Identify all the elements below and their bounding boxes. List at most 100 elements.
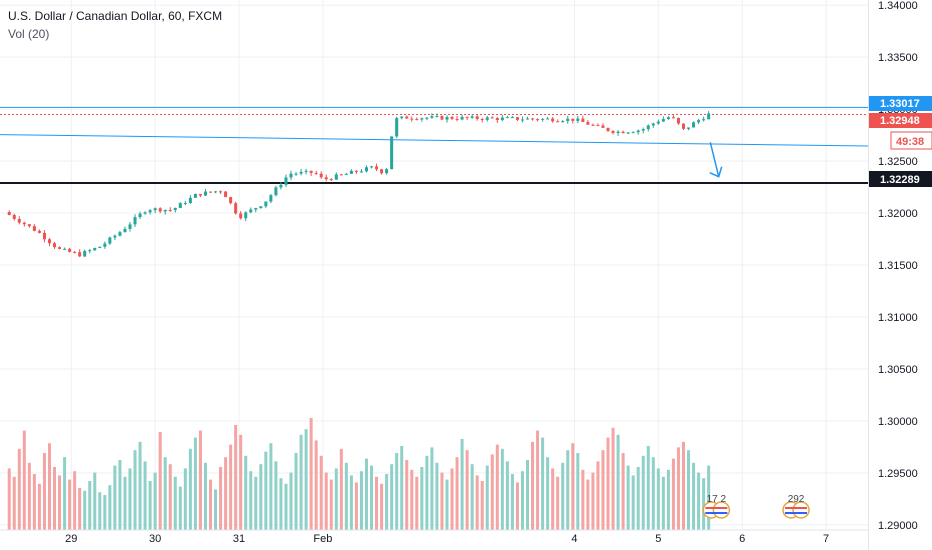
candle-body xyxy=(576,118,580,121)
volume-bar xyxy=(83,490,87,530)
candle-body xyxy=(531,118,535,120)
candle-body xyxy=(510,117,514,119)
candle-body xyxy=(586,121,590,125)
candle-body xyxy=(93,247,97,251)
event-badges[interactable]: 17 2 292 xyxy=(702,494,810,519)
volume-bar xyxy=(299,434,303,530)
volume-bar xyxy=(515,482,519,530)
candle-body xyxy=(546,118,550,120)
volume-bar xyxy=(148,481,152,530)
countdown-text: 49:38 xyxy=(896,136,924,148)
volume-bar xyxy=(329,479,333,530)
volume-bar xyxy=(687,450,691,530)
trend-line[interactable] xyxy=(0,134,869,147)
volume-bar xyxy=(178,486,182,530)
volume-bar xyxy=(380,483,384,530)
volume-bar xyxy=(395,453,399,530)
candle-body xyxy=(234,203,238,214)
candle-body xyxy=(88,250,92,252)
volume-bar xyxy=(536,430,540,530)
volume-bar xyxy=(621,453,625,530)
candle-body xyxy=(143,212,147,214)
volume-bar xyxy=(495,444,499,530)
candle-body xyxy=(697,120,701,123)
volume-bar xyxy=(294,453,298,530)
event-badge[interactable]: 17 2 xyxy=(702,494,731,519)
volume-bar xyxy=(193,437,197,530)
volume-bar xyxy=(128,468,132,530)
volume-bar xyxy=(103,495,107,530)
volume-bar xyxy=(520,471,524,530)
candle-body xyxy=(229,197,233,204)
volume-bar xyxy=(405,460,409,530)
price-tick-label: 1.29000 xyxy=(878,520,918,532)
price-axis[interactable]: 1.340001.335001.330001.325001.320001.315… xyxy=(878,0,918,532)
candle-body xyxy=(641,129,645,131)
volume-bar xyxy=(425,455,429,530)
candle-body xyxy=(118,232,122,236)
volume-bar xyxy=(279,478,283,530)
candle-body xyxy=(480,118,484,120)
volume-indicator-label[interactable]: Vol (20) xyxy=(8,27,50,41)
candle-body xyxy=(32,226,36,231)
volume-bar xyxy=(68,479,72,530)
candle-body xyxy=(616,131,620,133)
candle-body xyxy=(123,228,127,233)
flag-stripe xyxy=(705,507,728,509)
volume-bar xyxy=(616,434,620,530)
time-tick-label: 5 xyxy=(655,533,661,545)
volume-bar xyxy=(692,462,696,530)
volume-bar xyxy=(17,448,21,530)
volume-bar xyxy=(571,443,575,530)
candle-body xyxy=(103,243,107,247)
volume-bar xyxy=(465,450,469,530)
candle-body xyxy=(375,166,379,170)
candle-body xyxy=(455,118,459,120)
candle-body xyxy=(153,208,157,211)
volume-bar xyxy=(198,430,202,530)
drawings[interactable] xyxy=(0,134,869,178)
candle-body xyxy=(676,117,680,124)
event-badge[interactable]: 292 xyxy=(782,494,810,519)
volume-bar xyxy=(22,430,26,530)
candle-body xyxy=(304,170,308,172)
volume-bar xyxy=(586,479,590,530)
candle-body xyxy=(410,118,414,120)
time-tick-label: 6 xyxy=(739,533,745,545)
candle-body xyxy=(37,230,41,233)
candle-body xyxy=(339,174,343,176)
candle-body xyxy=(274,187,278,196)
volume-bar xyxy=(234,425,238,530)
volume-bar xyxy=(349,475,353,530)
candle-body xyxy=(651,123,655,126)
candle-body xyxy=(17,218,21,223)
volume-bar xyxy=(576,453,580,530)
arrow-shaft[interactable] xyxy=(709,142,720,177)
volume-bar xyxy=(12,476,16,530)
price-tick-label: 1.30000 xyxy=(878,416,918,428)
volume-bar xyxy=(108,485,112,530)
price-tick-label: 1.29500 xyxy=(878,468,918,480)
horizontal-levels[interactable] xyxy=(0,106,868,185)
time-axis[interactable]: 29 30 31 Feb 4 5 6 7 xyxy=(0,529,868,545)
volume-bar xyxy=(163,457,167,530)
volume-bar xyxy=(27,462,31,530)
volume-bar xyxy=(53,467,57,530)
flag-stripe xyxy=(785,507,808,509)
volume-bar xyxy=(98,492,102,530)
volume-bar xyxy=(500,448,504,530)
volume-bar xyxy=(354,482,358,530)
candle-body xyxy=(133,217,137,225)
time-tick-label: Feb xyxy=(313,533,332,545)
volume-bars xyxy=(7,418,711,530)
symbol-title[interactable]: U.S. Dollar / Canadian Dollar, 60, FXCM xyxy=(8,9,223,23)
candle-body xyxy=(490,117,494,119)
time-tick-label: 30 xyxy=(149,533,161,545)
price-label-top-line-text: 1.33017 xyxy=(880,98,920,110)
candle-body xyxy=(440,115,444,120)
volume-bar xyxy=(390,464,394,530)
volume-bar xyxy=(133,450,137,530)
candle-body xyxy=(465,116,469,118)
volume-bar xyxy=(566,450,570,530)
